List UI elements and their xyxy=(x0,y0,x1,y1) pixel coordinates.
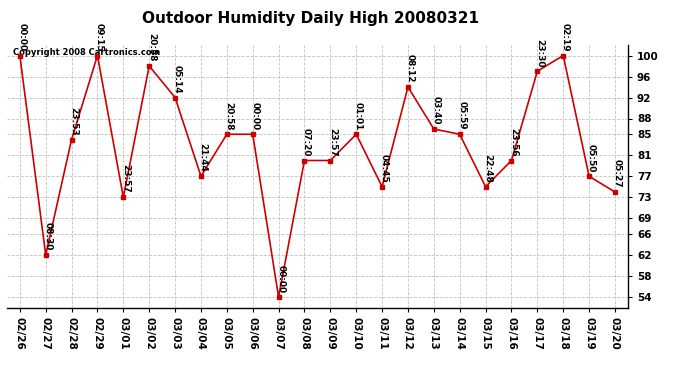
Text: 00:00: 00:00 xyxy=(276,265,285,293)
Text: 20:58: 20:58 xyxy=(147,33,156,62)
Text: Copyright 2008 Cartronics.com: Copyright 2008 Cartronics.com xyxy=(13,48,160,57)
Text: 23:57: 23:57 xyxy=(121,164,130,193)
Text: 05:14: 05:14 xyxy=(172,64,181,93)
Text: 09:15: 09:15 xyxy=(95,22,104,51)
Text: 01:01: 01:01 xyxy=(354,102,363,130)
Text: 23:53: 23:53 xyxy=(69,106,78,135)
Text: 23:57: 23:57 xyxy=(328,128,337,156)
Text: 00:00: 00:00 xyxy=(250,102,259,130)
Text: 21:44: 21:44 xyxy=(199,143,208,172)
Text: 05:59: 05:59 xyxy=(457,101,466,130)
Text: 08:12: 08:12 xyxy=(406,54,415,83)
Text: 23:56: 23:56 xyxy=(509,128,518,156)
Text: 05:50: 05:50 xyxy=(586,144,595,172)
Text: 23:30: 23:30 xyxy=(535,39,544,67)
Text: 03:40: 03:40 xyxy=(431,96,440,125)
Text: 04:45: 04:45 xyxy=(380,154,388,183)
Text: Outdoor Humidity Daily High 20080321: Outdoor Humidity Daily High 20080321 xyxy=(142,11,479,26)
Text: 02:19: 02:19 xyxy=(561,22,570,51)
Text: 22:48: 22:48 xyxy=(483,154,492,183)
Text: 08:30: 08:30 xyxy=(43,222,52,251)
Text: 05:27: 05:27 xyxy=(613,159,622,188)
Text: 20:58: 20:58 xyxy=(224,102,233,130)
Text: 00:00: 00:00 xyxy=(17,23,26,51)
Text: 07:20: 07:20 xyxy=(302,128,311,156)
